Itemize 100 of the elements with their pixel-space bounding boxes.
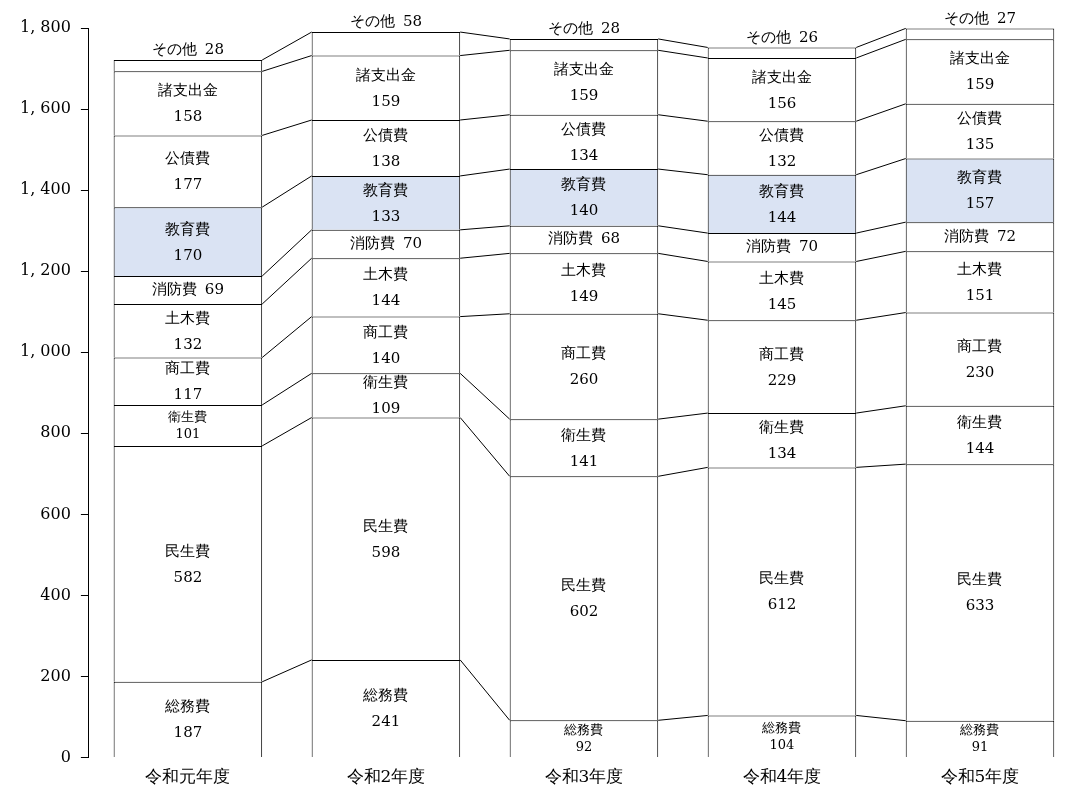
text: 土木費 <box>363 265 409 284</box>
text: 教育費 <box>561 175 607 194</box>
text: 消防費 <box>151 279 197 298</box>
data-label: 159 <box>965 75 995 94</box>
y-tick-label: 800 <box>40 422 71 442</box>
text: 教育費 <box>957 168 1003 187</box>
data-label: 28 <box>600 19 620 38</box>
x-tick-label: 令和4年度 <box>742 766 822 787</box>
text: 衛生費 <box>759 418 805 437</box>
data-label: 145 <box>767 294 797 313</box>
data-label: 72 <box>996 226 1017 245</box>
text: 総務費 <box>762 719 802 735</box>
text: 教育費 <box>759 181 805 200</box>
text: 商工費 <box>759 344 805 363</box>
text: 土木費 <box>759 268 805 287</box>
data-label: 159 <box>371 91 401 110</box>
data-label: 91 <box>971 739 989 755</box>
text: 諸支出金 <box>553 60 614 79</box>
x-tick-label: 令和5年度 <box>940 766 1020 787</box>
text: 公債費 <box>363 125 409 144</box>
data-label: 132 <box>173 334 203 353</box>
data-label: 133 <box>371 206 401 225</box>
data-label: 92 <box>575 739 593 755</box>
text: 民生費 <box>957 570 1003 589</box>
text: 商工費 <box>957 337 1003 356</box>
series-label: 民生費 <box>363 516 409 535</box>
data-label: 132 <box>767 151 797 170</box>
data-label: 135 <box>965 135 995 154</box>
data-label: 170 <box>173 245 203 264</box>
data-label: 69 <box>204 279 224 298</box>
y-tick-label: 0 <box>60 746 71 766</box>
text: 諸支出金 <box>355 65 416 84</box>
data-label: 157 <box>965 194 995 213</box>
data-label: 68 <box>600 229 620 248</box>
text: 諸支出金 <box>949 49 1010 68</box>
data-label: 28 <box>204 40 224 59</box>
series-label: 商工費 <box>165 359 211 378</box>
text: 商工費 <box>561 344 607 363</box>
data-label: 582 <box>173 567 203 586</box>
text: 消防費 <box>745 237 791 256</box>
data-label: 109 <box>371 399 401 418</box>
data-label: 260 <box>569 370 599 389</box>
data-label: 27 <box>996 8 1017 27</box>
text: 土木費 <box>561 261 607 280</box>
data-label: 602 <box>569 602 599 621</box>
text: 土木費 <box>957 259 1003 278</box>
text: 商工費 <box>363 322 409 341</box>
data-label: 158 <box>173 107 203 126</box>
data-label: 144 <box>767 207 797 226</box>
text: 総務費 <box>363 686 409 705</box>
data-label: 230 <box>965 363 995 382</box>
text: 民生費 <box>561 576 607 595</box>
text: その他 <box>943 8 989 27</box>
y-tick-label: 1, 600 <box>20 98 71 118</box>
y-tick-label: 1, 400 <box>20 179 71 199</box>
data-label: 229 <box>767 370 797 389</box>
data-label: 134 <box>767 444 797 463</box>
series-label: 衛生費 <box>363 373 409 392</box>
x-tick-label: 令和元年度 <box>145 766 231 787</box>
data-label: 58 <box>402 12 422 31</box>
text: 衛生費 <box>561 425 607 444</box>
text: 民生費 <box>165 541 211 560</box>
text: 公債費 <box>957 109 1003 128</box>
data-label: 134 <box>569 145 599 164</box>
text: 消防費 <box>349 233 395 252</box>
y-tick-label: 600 <box>40 503 71 523</box>
data-label: 241 <box>371 712 401 731</box>
data-label: 144 <box>965 438 995 457</box>
data-label: 138 <box>371 151 401 170</box>
data-label: 70 <box>798 237 819 256</box>
text: 公債費 <box>561 119 607 138</box>
text: 公債費 <box>165 149 211 168</box>
y-tick-label: 200 <box>40 665 71 685</box>
y-tick-label: 400 <box>40 584 71 604</box>
data-label: 26 <box>798 27 819 46</box>
data-label: 149 <box>569 287 599 306</box>
y-tick-label: 1, 000 <box>20 341 71 361</box>
data-label: 101 <box>175 425 201 441</box>
data-label: 141 <box>569 451 599 470</box>
data-label: 151 <box>965 285 995 304</box>
series-label: 教育費 <box>363 180 409 199</box>
series-label: 諸支出金 <box>751 67 812 86</box>
x-tick-label: 令和3年度 <box>544 766 624 787</box>
text: 消防費 <box>943 226 989 245</box>
y-tick-label: 1, 200 <box>20 260 71 280</box>
data-label: 598 <box>371 542 401 561</box>
text: その他 <box>547 19 593 38</box>
data-label: 633 <box>965 596 995 615</box>
data-label: 140 <box>569 201 599 220</box>
series-label: 総務費 <box>959 722 1000 738</box>
x-tick-label: 令和2年度 <box>346 766 426 787</box>
text: 衛生費 <box>168 408 208 424</box>
data-label: 159 <box>569 86 599 105</box>
text: その他 <box>151 40 197 59</box>
data-label: 156 <box>767 93 797 112</box>
text: 諸支出金 <box>157 81 218 100</box>
text: その他 <box>745 27 791 46</box>
data-label: 70 <box>402 233 422 252</box>
series-label: 土木費 <box>165 308 211 327</box>
data-label: 140 <box>371 348 401 367</box>
